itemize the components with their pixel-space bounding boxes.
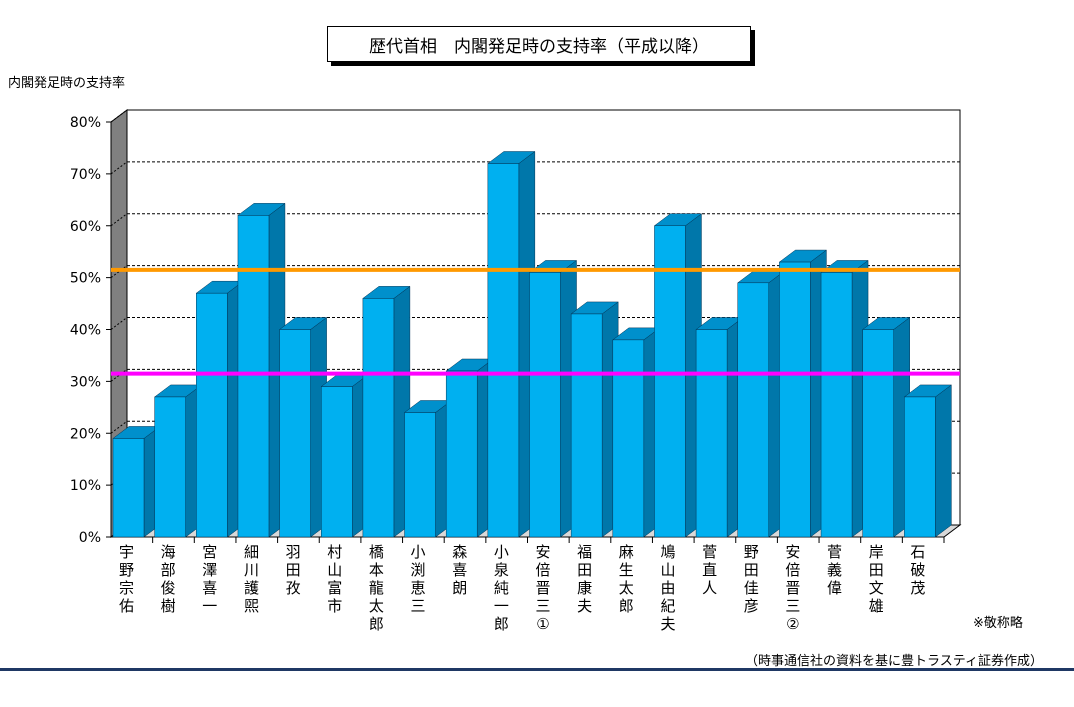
x-tick-label: 羽田孜 [286, 543, 301, 597]
x-tick-label: 安倍晋三 ② [785, 543, 800, 633]
x-tick-label: 岸田文雄 [869, 543, 884, 615]
x-tick-label: 福田康夫 [577, 543, 592, 615]
bar [487, 163, 520, 538]
x-tick-label: 麻生太郎 [619, 543, 634, 615]
y-axis-label: 内閣発足時の支持率 [8, 76, 126, 91]
bar [529, 272, 561, 538]
bar [779, 261, 811, 538]
bar [445, 370, 478, 538]
x-tick-label: 菅義偉 [827, 543, 842, 597]
bar [154, 396, 186, 538]
bar [904, 396, 936, 538]
x-tick-label: 海部俊樹 [161, 543, 176, 615]
bar [820, 272, 853, 538]
bar [654, 225, 686, 538]
footer-divider [0, 668, 1074, 671]
x-tick-label: 安倍晋三 ① [535, 543, 550, 633]
x-tick-label: 小泉純一郎 [494, 543, 509, 633]
honorific-note: ※敬称略 [973, 616, 1023, 631]
bar [612, 339, 645, 538]
x-tick-label: 橋本龍太郎 [369, 543, 384, 633]
gridline-diag [110, 109, 128, 123]
x-tick-label: 石破茂 [910, 543, 925, 597]
y-tick-label: 40% [70, 323, 101, 339]
bar [196, 292, 228, 538]
bar [112, 438, 145, 538]
bar-side [935, 384, 952, 538]
bar [862, 329, 894, 538]
x-tick-label: 宇野宗佑 [119, 543, 134, 615]
y-tick-label: 20% [70, 426, 101, 442]
gridline-diag [110, 420, 128, 434]
chart-title: 歴代首相 内閣発足時の支持率（平成以降） [327, 26, 751, 62]
x-tick-label: 小渕恵三 [411, 543, 426, 615]
y-tick-label: 10% [70, 478, 101, 494]
bar [279, 329, 311, 538]
gridline-diag [110, 161, 128, 175]
bar [695, 329, 728, 538]
x-tick-label: 細川護煕 [244, 543, 259, 615]
x-tick-label: 村山富市 [327, 543, 342, 615]
y-tick-label: 0% [79, 530, 101, 546]
bar [404, 412, 436, 538]
y-tick-label: 60% [70, 219, 101, 235]
x-tick-label: 菅直人 [702, 543, 717, 597]
bar [570, 313, 603, 538]
x-tick-label: 森喜朗 [452, 543, 467, 597]
bar [237, 215, 270, 538]
bar [362, 298, 395, 538]
y-tick-label: 30% [70, 374, 101, 390]
y-tick-label: 70% [70, 167, 101, 183]
x-tick-label: 野田佳彦 [744, 543, 759, 615]
x-tick-label: 鳩山由紀夫 [660, 543, 675, 633]
gridline-diag [110, 213, 128, 227]
source-note: （時事通信社の資料を基に豊トラスティ証券作成） [745, 654, 1043, 669]
bar [321, 386, 353, 538]
y-tick-label: 50% [70, 271, 101, 287]
x-tick-label: 宮澤喜一 [202, 543, 217, 615]
gridline-diag [110, 317, 128, 330]
bar [737, 282, 769, 538]
y-tick-label: 80% [70, 115, 101, 131]
